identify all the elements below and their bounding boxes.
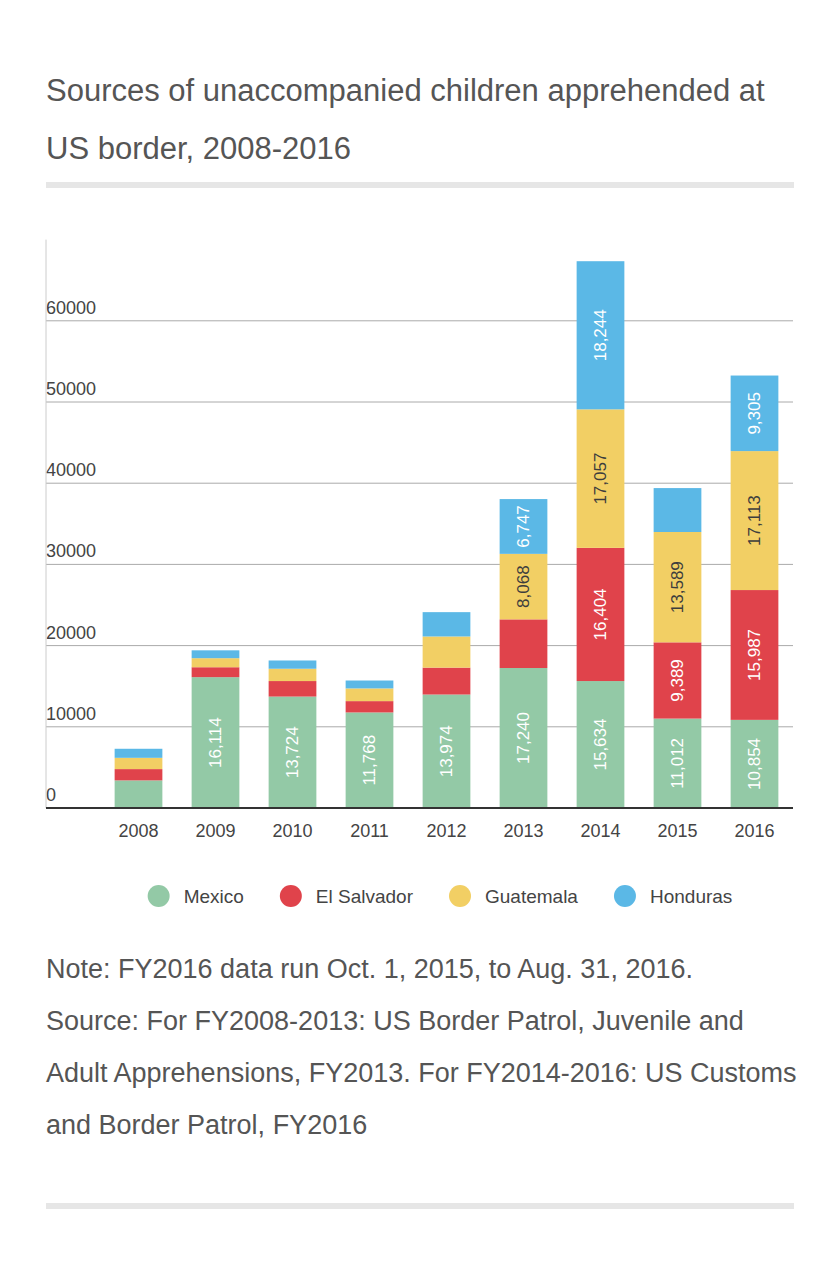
y-axis-line (46, 240, 47, 808)
bar-segment (346, 701, 394, 712)
bar-segment (654, 719, 702, 808)
grid-line (46, 320, 793, 321)
data-labels: 16,114 13,724 11,768 13,974 17,240 8,068 6,747… (206, 309, 764, 790)
bar-segment (346, 681, 394, 689)
y-tick-label: 10000 (46, 704, 96, 724)
bar-segment (731, 590, 779, 720)
bar-segment (577, 681, 625, 808)
legend-swatch (280, 885, 302, 907)
grid (46, 321, 793, 808)
y-tick-label: 50000 (46, 379, 96, 399)
x-tick-label: 2010 (272, 821, 312, 841)
bar-segment (731, 720, 779, 808)
bar-segment (577, 409, 625, 548)
y-tick-label: 30000 (46, 541, 96, 561)
data-label: 13,724 (283, 726, 302, 778)
bar-segment (115, 758, 163, 769)
data-label: 9,389 (668, 659, 687, 702)
bar-segment (346, 712, 394, 808)
notes: Note: FY2016 data run Oct. 1, 2015, to A… (46, 943, 806, 1151)
separator (46, 1203, 794, 1209)
y-tick-label: 60000 (46, 298, 96, 318)
bar-segment (500, 499, 548, 554)
x-tick-label: 2011 (350, 821, 389, 841)
grid-line (46, 402, 793, 403)
legend-item: Guatemala (449, 885, 578, 907)
data-label: 17,240 (514, 712, 533, 764)
data-label: 15,987 (745, 629, 764, 681)
annotation: Source: For FY2008-2013: US Border Patro… (46, 995, 806, 1151)
grid-line (46, 808, 793, 809)
bar-segment (731, 376, 779, 452)
bar-segment (423, 668, 471, 695)
bar-segment (654, 642, 702, 718)
grid-line (46, 483, 793, 484)
bar-segment (269, 660, 317, 668)
legend-label: Honduras (650, 886, 732, 907)
separator (46, 182, 794, 188)
x-tick-label: 2014 (580, 821, 620, 841)
data-label: 16,404 (591, 588, 610, 640)
bar-segment (346, 688, 394, 701)
legend: Mexico El Salvador Guatemala Honduras (148, 885, 733, 907)
bar-segment (654, 488, 702, 532)
data-label: 13,589 (668, 561, 687, 613)
chart: 0 10000 20000 30000 40000 50000 60000 16,114 13,… (0, 0, 840, 1266)
title: Sources of unaccompanied children appreh… (46, 62, 806, 178)
legend-label: El Salvador (316, 886, 414, 907)
bar-segment (500, 668, 548, 808)
bar-segment (115, 769, 163, 780)
legend-label: Mexico (184, 886, 244, 907)
data-label: 9,305 (745, 392, 764, 435)
bar-segment (423, 636, 471, 667)
x-axis-line (46, 807, 793, 809)
bar-segment (500, 619, 548, 668)
legend-swatch (614, 885, 636, 907)
bar-segment (731, 451, 779, 590)
x-tick-label: 2008 (118, 821, 158, 841)
data-label: 8,068 (514, 565, 533, 608)
y-tick-label: 0 (46, 785, 56, 805)
x-tick-label: 2013 (503, 821, 543, 841)
bar-segment (423, 612, 471, 636)
x-tick-label: 2009 (195, 821, 235, 841)
data-label: 6,747 (514, 505, 533, 548)
legend-item: Honduras (614, 885, 732, 907)
legend-item: Mexico (148, 885, 244, 907)
bar-segment (654, 532, 702, 642)
data-label: 17,057 (591, 453, 610, 505)
y-tick-label: 20000 (46, 623, 96, 643)
annotation: Note: FY2016 data run Oct. 1, 2015, to A… (46, 943, 806, 995)
data-label: 18,244 (591, 309, 610, 361)
bar-segment (192, 658, 240, 667)
data-label: 15,634 (591, 719, 610, 771)
bar-segment (423, 695, 471, 808)
x-tick-label: 2015 (657, 821, 697, 841)
legend-swatch (148, 885, 170, 907)
data-label: 13,974 (437, 725, 456, 777)
bar-segment (269, 669, 317, 681)
bar-segment (192, 650, 240, 658)
bars (115, 261, 779, 808)
data-label: 17,113 (745, 495, 764, 546)
bar-segment (192, 677, 240, 808)
bar-segment (500, 554, 548, 620)
legend-swatch (449, 885, 471, 907)
y-tick-label: 40000 (46, 460, 96, 480)
x-tick-label: 2016 (734, 821, 774, 841)
legend-label: Guatemala (485, 886, 578, 907)
bar-segment (115, 749, 163, 758)
bar-segment (577, 261, 625, 409)
data-label: 11,768 (360, 735, 379, 786)
data-label: 10,854 (745, 738, 764, 790)
data-label: 11,012 (668, 738, 687, 789)
bar-segment (577, 548, 625, 681)
legend-item: El Salvador (280, 885, 414, 907)
bar-segment (269, 697, 317, 808)
bar-segment (115, 780, 163, 808)
x-tick-label: 2012 (426, 821, 466, 841)
bar-segment (192, 667, 240, 677)
data-label: 16,114 (206, 717, 225, 768)
bar-segment (269, 681, 317, 697)
